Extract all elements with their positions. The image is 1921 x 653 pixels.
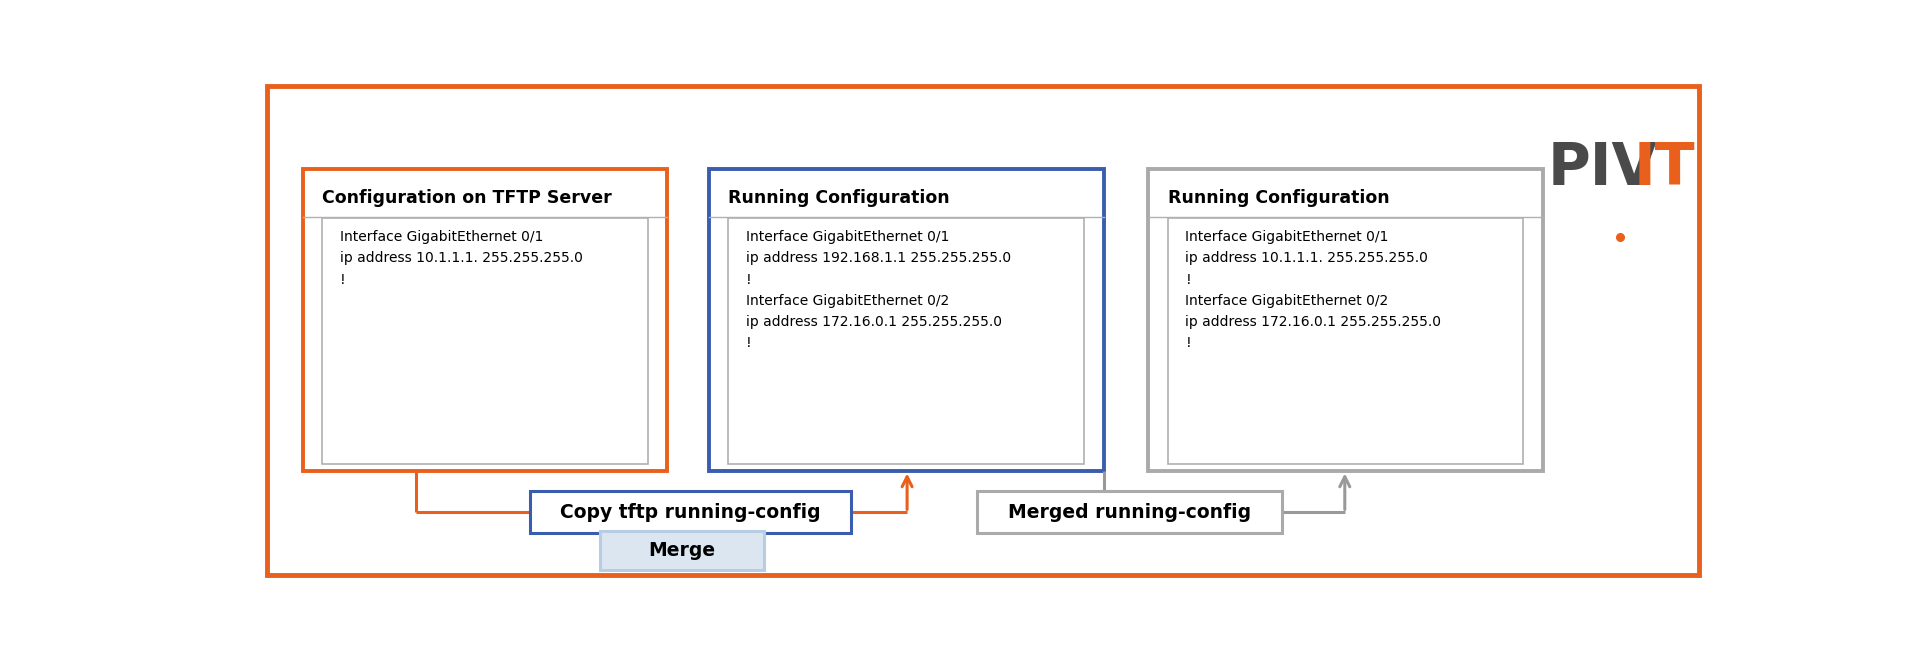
FancyBboxPatch shape xyxy=(530,490,851,534)
Text: Interface GigabitEthernet 0/1
ip address 10.1.1.1. 255.255.255.0
!: Interface GigabitEthernet 0/1 ip address… xyxy=(340,231,582,287)
FancyBboxPatch shape xyxy=(1149,169,1543,471)
Text: PIV: PIV xyxy=(1546,140,1658,197)
FancyBboxPatch shape xyxy=(601,531,765,570)
Text: Running Configuration: Running Configuration xyxy=(1168,189,1389,207)
Text: Configuration on TFTP Server: Configuration on TFTP Server xyxy=(323,189,611,207)
Text: Copy tftp running-config: Copy tftp running-config xyxy=(561,503,820,522)
FancyBboxPatch shape xyxy=(304,169,667,471)
Text: Merged running-config: Merged running-config xyxy=(1009,503,1251,522)
Text: Interface GigabitEthernet 0/1
ip address 10.1.1.1. 255.255.255.0
!
Interface Gig: Interface GigabitEthernet 0/1 ip address… xyxy=(1185,231,1441,350)
FancyBboxPatch shape xyxy=(709,169,1103,471)
Text: Interface GigabitEthernet 0/1
ip address 192.168.1.1 255.255.255.0
!
Interface G: Interface GigabitEthernet 0/1 ip address… xyxy=(747,231,1012,350)
FancyBboxPatch shape xyxy=(323,217,647,464)
FancyBboxPatch shape xyxy=(978,490,1283,534)
Text: Merge: Merge xyxy=(649,541,717,560)
Text: IT: IT xyxy=(1633,140,1694,197)
FancyBboxPatch shape xyxy=(1168,217,1523,464)
FancyBboxPatch shape xyxy=(728,217,1083,464)
Text: Running Configuration: Running Configuration xyxy=(728,189,951,207)
